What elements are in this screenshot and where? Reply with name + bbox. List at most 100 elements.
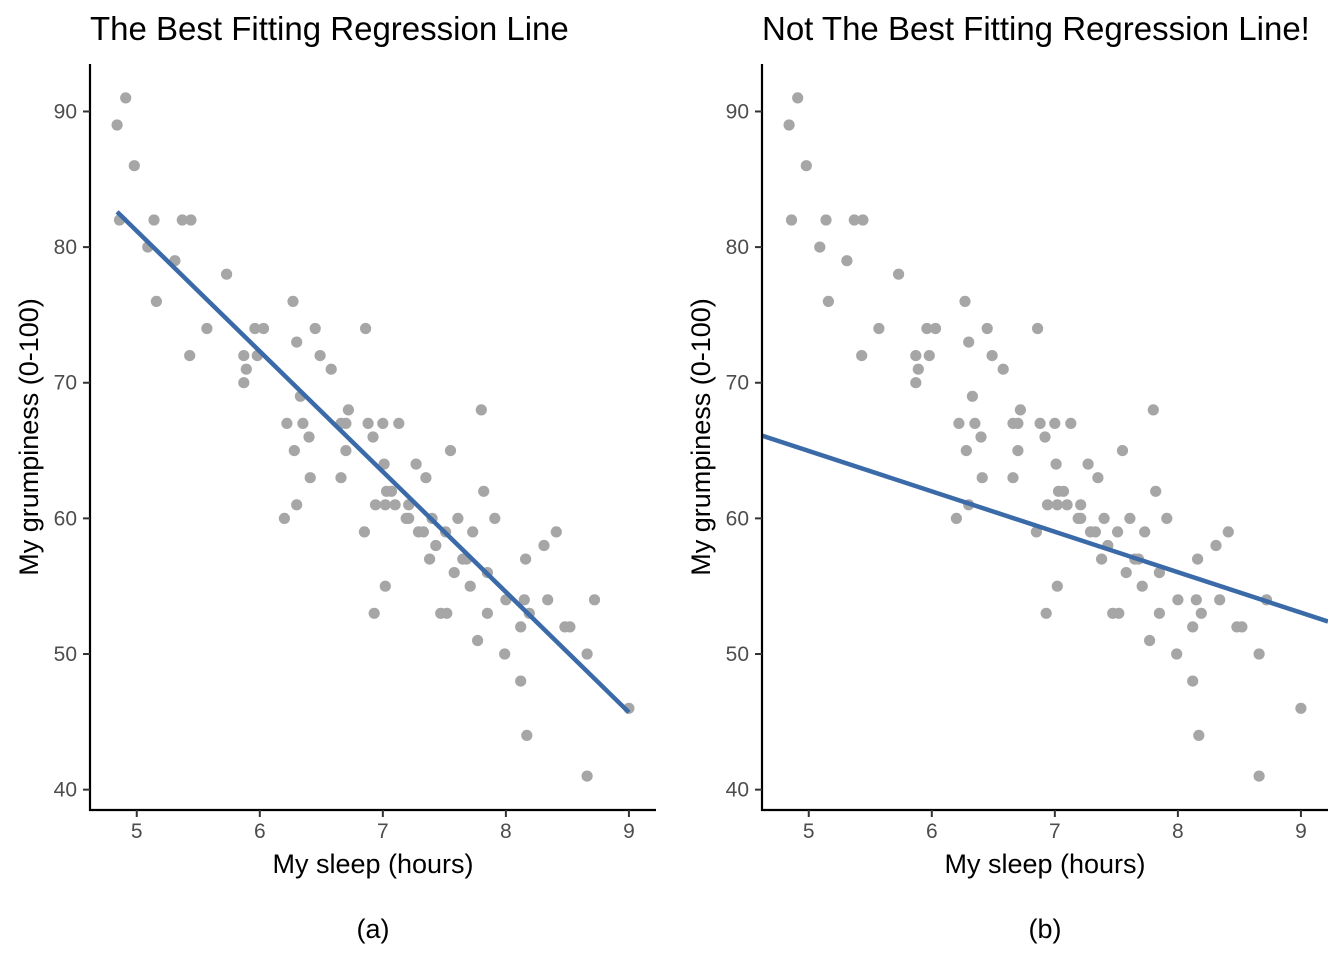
data-point: [385, 485, 398, 497]
data-point: [981, 322, 993, 335]
data-point: [521, 729, 533, 742]
data-point: [377, 417, 389, 429]
data-point: [444, 445, 457, 457]
data-point: [1057, 485, 1070, 497]
data-point: [489, 512, 501, 525]
data-point: [1075, 499, 1087, 511]
data-point: [148, 214, 160, 226]
data-point: [1014, 404, 1026, 416]
data-point: [960, 445, 972, 457]
data-point: [893, 268, 905, 280]
data-point: [1030, 526, 1042, 538]
data-point: [1171, 648, 1183, 660]
data-point: [1295, 702, 1307, 714]
data-point: [464, 580, 476, 592]
data-point: [814, 241, 826, 253]
data-point: [368, 607, 380, 619]
y-tick-label: 40: [54, 779, 77, 802]
data-point: [976, 472, 988, 484]
y-tick-label: 40: [726, 779, 749, 802]
data-point: [950, 512, 963, 525]
data-point: [281, 417, 293, 429]
y-tick-label: 50: [54, 643, 77, 666]
data-points: [111, 92, 635, 782]
data-point: [1051, 580, 1063, 592]
data-point: [518, 594, 530, 606]
data-point: [111, 119, 123, 131]
x-tick-label: 7: [1049, 820, 1061, 843]
data-point: [1061, 499, 1073, 511]
data-point: [128, 160, 140, 172]
data-point: [1150, 485, 1162, 497]
data-point: [362, 417, 374, 429]
data-point: [441, 607, 453, 619]
chart-title: The Best Fitting Regression Line: [90, 10, 569, 47]
data-point: [820, 214, 832, 226]
data-point: [1187, 675, 1199, 687]
y-tick-label: 80: [54, 236, 77, 259]
data-point: [278, 512, 290, 525]
data-point: [238, 377, 250, 389]
data-point: [975, 431, 987, 443]
data-point: [969, 417, 981, 429]
data-point: [515, 675, 527, 687]
x-axis-title: My sleep (hours): [272, 849, 473, 879]
data-point: [221, 268, 233, 280]
data-point: [410, 458, 422, 470]
data-point: [1112, 526, 1124, 538]
data-point: [379, 499, 391, 511]
data-point: [848, 214, 860, 226]
data-point: [291, 499, 303, 511]
data-point: [342, 404, 354, 416]
data-point: [472, 634, 484, 647]
data-point: [120, 92, 132, 104]
data-point: [297, 417, 309, 429]
data-point: [257, 322, 270, 335]
data-point: [287, 295, 299, 307]
y-axis-title: My grumpiness (0-100): [686, 298, 716, 576]
data-point: [910, 350, 922, 362]
data-point: [564, 621, 576, 633]
data-point: [550, 526, 562, 538]
data-point: [1210, 539, 1222, 552]
data-point: [360, 322, 372, 335]
data-point: [340, 417, 352, 429]
data-point: [923, 350, 935, 362]
data-point: [963, 336, 975, 348]
data-point: [369, 499, 382, 511]
data-point: [1096, 553, 1108, 565]
data-point: [1050, 458, 1062, 470]
data-point: [1082, 458, 1094, 470]
y-tick-label: 70: [54, 372, 77, 395]
data-point: [358, 526, 370, 538]
data-point: [1161, 512, 1173, 525]
data-point: [379, 580, 391, 592]
data-point: [448, 567, 460, 579]
data-point: [921, 322, 933, 335]
data-point: [1039, 431, 1051, 443]
panel-caption: (a): [357, 914, 390, 944]
data-point: [238, 350, 250, 362]
data-point: [581, 770, 593, 782]
data-point: [1153, 607, 1165, 619]
data-point: [420, 472, 432, 484]
data-point: [314, 350, 326, 362]
y-tick-label: 90: [726, 100, 749, 123]
data-point: [873, 322, 885, 335]
x-tick-label: 8: [1172, 820, 1184, 843]
data-point: [1051, 499, 1063, 511]
data-point: [367, 431, 379, 443]
data-point: [1040, 607, 1052, 619]
chart-panel-b: Not The Best Fitting Regression Line! 5 6 7…: [686, 10, 1328, 944]
data-point: [1075, 512, 1087, 525]
y-tick-label: 70: [726, 372, 749, 395]
data-point: [1144, 634, 1156, 647]
x-tick-label: 5: [131, 820, 143, 843]
data-point: [417, 526, 429, 538]
data-point: [201, 322, 213, 335]
data-point: [1034, 417, 1046, 429]
data-point: [452, 512, 464, 525]
data-point: [303, 431, 315, 443]
data-point: [538, 539, 550, 552]
